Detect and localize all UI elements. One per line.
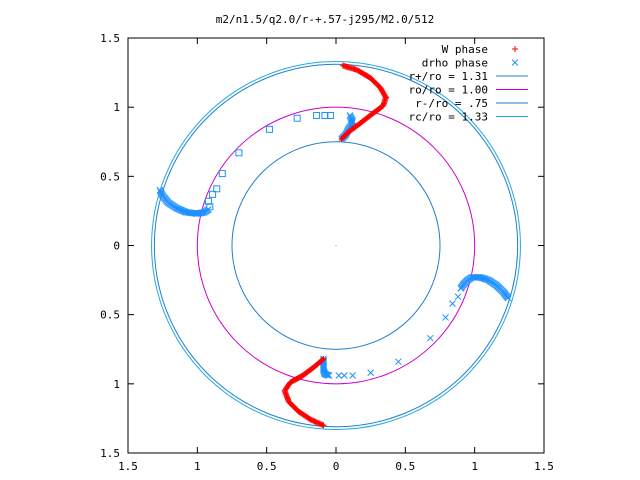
legend-label: r-/ro = .75 bbox=[415, 97, 488, 110]
cross-b bbox=[511, 59, 519, 66]
drho-square-point bbox=[235, 149, 243, 157]
cross-b bbox=[442, 314, 449, 321]
legend-label: r+/ro = 1.31 bbox=[409, 70, 488, 83]
legend-plus-sample bbox=[512, 46, 518, 52]
cross-b bbox=[481, 275, 489, 283]
drho-point bbox=[457, 285, 465, 292]
cross-b bbox=[449, 300, 456, 307]
origin-dot bbox=[335, 245, 337, 246]
drho-point bbox=[481, 275, 489, 283]
cross-b bbox=[340, 372, 348, 379]
y-tick-label: 1 bbox=[113, 101, 120, 114]
drho-cross-point bbox=[449, 300, 456, 307]
drho-point bbox=[346, 112, 354, 119]
cross-b bbox=[482, 275, 490, 283]
drho-square-point bbox=[265, 125, 273, 133]
w-point bbox=[339, 135, 346, 142]
drho-cross-point bbox=[426, 334, 434, 342]
legend-label: rc/ro = 1.33 bbox=[409, 111, 488, 124]
y-tick-label: 1.5 bbox=[100, 447, 120, 460]
y-tick-label: 1 bbox=[113, 378, 120, 391]
drho-square-point bbox=[293, 114, 301, 122]
drho-point bbox=[485, 276, 492, 284]
cross-b bbox=[335, 372, 343, 379]
drho-square-point bbox=[204, 197, 212, 205]
phase-markers bbox=[156, 62, 512, 429]
cross-b bbox=[325, 372, 333, 379]
cross-b bbox=[457, 285, 465, 292]
x-tick-label: 1.5 bbox=[534, 460, 554, 473]
x-tick-label: 1 bbox=[471, 460, 478, 473]
x-tick-label: 1 bbox=[194, 460, 201, 473]
reference-circles bbox=[151, 61, 521, 430]
circle-rc-ro bbox=[151, 61, 521, 430]
y-tick-label: 0 bbox=[113, 240, 120, 253]
drho-point bbox=[325, 372, 333, 379]
drho-square-point bbox=[326, 111, 334, 119]
circle-ro-ro bbox=[196, 106, 476, 385]
drho-square-point bbox=[313, 111, 321, 119]
w-point bbox=[338, 135, 345, 142]
drho-point bbox=[199, 209, 207, 216]
drho-cross-point bbox=[349, 372, 356, 379]
axis-ticks bbox=[127, 37, 545, 454]
x-tick-labels: 1.5 1 0.5 0 0.5 1 1.5 bbox=[118, 460, 554, 473]
legend-label: drho phase bbox=[422, 57, 488, 70]
cross-b bbox=[346, 112, 354, 119]
drho-cross-point bbox=[340, 372, 348, 379]
drho-cross-point bbox=[442, 314, 449, 321]
cross-b bbox=[485, 276, 492, 284]
cross-b bbox=[367, 369, 375, 377]
cross-b bbox=[483, 276, 491, 284]
y-tick-label: 1.5 bbox=[100, 32, 120, 45]
x-tick-label: 0.5 bbox=[257, 460, 277, 473]
drho-cross-point bbox=[395, 358, 402, 366]
drho-square-point bbox=[209, 190, 217, 198]
drho-cross-point bbox=[335, 372, 343, 379]
y-tick-label: 0.5 bbox=[100, 170, 120, 183]
cross-b bbox=[320, 365, 327, 373]
x-tick-label: 0 bbox=[333, 460, 340, 473]
w-point bbox=[319, 356, 326, 363]
x-tick-label: 0.5 bbox=[395, 460, 415, 473]
cross-b bbox=[454, 293, 462, 301]
legend-label: W phase bbox=[442, 43, 488, 56]
circle-r--ro bbox=[153, 63, 519, 428]
legend-cross-sample bbox=[511, 59, 519, 66]
drho-cross-point bbox=[367, 369, 375, 377]
drho-cross-point bbox=[454, 293, 462, 301]
w-point bbox=[320, 355, 327, 362]
chart-title: m2/n1.5/q2.0/r-+.57-j295/M2.0/512 bbox=[216, 13, 435, 26]
circle-r--ro bbox=[231, 141, 441, 350]
cross-b bbox=[199, 209, 207, 216]
drho-square-point bbox=[218, 170, 226, 178]
cross-b bbox=[349, 372, 356, 379]
cross-b bbox=[395, 358, 402, 366]
y-tick-labels: 1.5 1 0.5 0 0.5 1 1.5 bbox=[100, 32, 120, 460]
drho-square-point bbox=[213, 185, 221, 193]
drho-point bbox=[483, 276, 491, 284]
drho-point bbox=[482, 275, 490, 283]
x-tick-label: 1.5 bbox=[118, 460, 138, 473]
legend-label: ro/ro = 1.00 bbox=[409, 84, 488, 97]
y-tick-label: 0.5 bbox=[100, 309, 120, 322]
cross-b bbox=[426, 334, 434, 342]
